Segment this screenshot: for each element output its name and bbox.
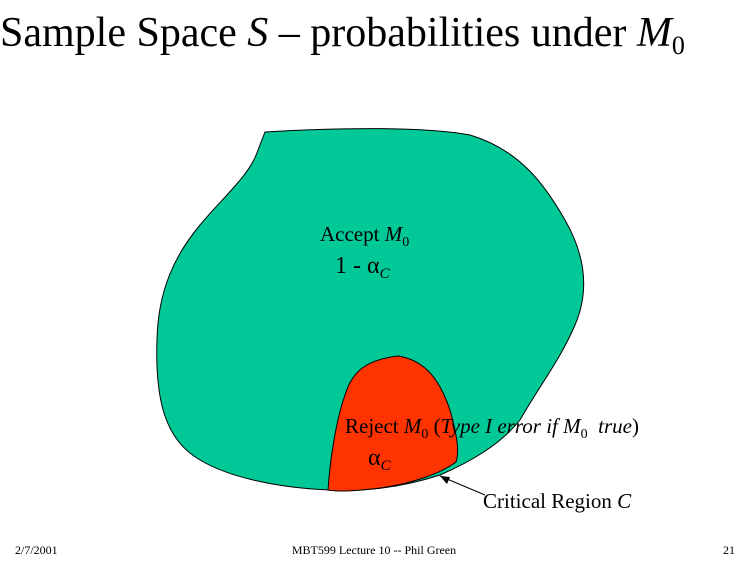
label-subscript: 0	[581, 427, 588, 442]
reject-region	[327, 355, 459, 492]
arrow-head	[440, 476, 450, 484]
prob-subscript: C	[380, 266, 391, 282]
accept-label: Accept M0	[320, 222, 409, 250]
accept-region	[156, 128, 585, 491]
label-symbol: M	[562, 414, 582, 438]
title-symbol: M	[636, 10, 674, 56]
label-subscript: 0	[421, 427, 428, 442]
label-text: )	[632, 414, 639, 438]
title-text: – probabilities under	[268, 10, 637, 56]
reject-label: Reject M0 (Type I error if M0 true)	[345, 414, 639, 442]
label-subscript: 0	[402, 235, 409, 250]
label-symbol: M	[403, 414, 423, 438]
prob-text: 1 -	[335, 253, 367, 279]
label-text: Type I error if	[441, 414, 563, 438]
reject-prob: αC	[368, 445, 392, 474]
prob-symbol: α	[368, 445, 381, 471]
title-symbol: S	[247, 10, 268, 56]
title-subscript: 0	[672, 31, 685, 60]
label-text: Critical Region	[483, 489, 617, 513]
title-text: Sample Space	[0, 10, 247, 56]
label-text: Reject	[345, 414, 404, 438]
label-symbol: C	[617, 489, 632, 513]
label-text: true	[588, 414, 632, 438]
footer-date: 2/7/2001	[15, 543, 58, 557]
accept-prob: 1 - αC	[335, 253, 391, 282]
footer-page: 21	[723, 543, 735, 557]
critical-label: Critical Region C	[483, 489, 632, 513]
title: Sample Space S – probabilities under M0	[0, 10, 685, 60]
label-symbol: M	[384, 222, 404, 246]
prob-symbol: α	[367, 253, 380, 279]
prob-subscript: C	[381, 458, 392, 474]
label-text: Accept	[320, 222, 385, 246]
label-text: (	[428, 414, 440, 438]
footer-center: MBT599 Lecture 10 -- Phil Green	[292, 543, 456, 557]
